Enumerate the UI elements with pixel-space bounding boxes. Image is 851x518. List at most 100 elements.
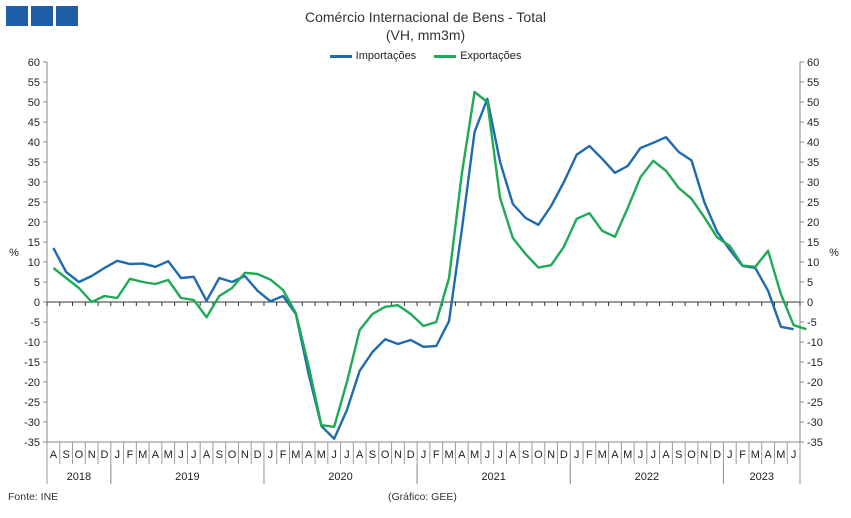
month-tick-label: N [547,449,555,461]
month-tick-label: M [164,449,173,461]
month-tick-label: J [114,449,120,461]
month-tick-label: A [50,449,58,461]
y-axis-label-right: % [829,247,839,259]
month-tick-label: N [394,449,402,461]
y-tick-label-right: -20 [807,377,823,389]
y-tick-label-left: 20 [28,217,40,229]
y-tick-label-right: 15 [807,237,819,249]
chart-plot-area [52,90,807,440]
month-tick-label: A [356,449,364,461]
y-tick-label-right: 40 [807,137,819,149]
month-tick-label: J [574,449,580,461]
month-tick-label: M [598,449,607,461]
y-tick-label-right: 45 [807,117,819,129]
logo-square [56,6,78,26]
month-tick-label: S [675,449,682,461]
y-tick-label-left: 35 [28,157,40,169]
month-tick-label: D [407,449,415,461]
y-tick-label-left: 55 [28,77,40,89]
month-tick-label: M [444,449,453,461]
year-label: 2018 [67,471,91,483]
y-tick-label-left: 15 [28,237,40,249]
y-tick-label-left: 40 [28,137,40,149]
legend-swatch-importacoes [329,54,352,58]
y-tick-label-right: -10 [807,337,823,349]
logo-square [6,6,28,26]
year-label: 2023 [749,471,773,483]
y-tick-label-left: -15 [24,357,40,369]
y-tick-label-left: 60 [28,57,40,69]
month-tick-label: J [485,449,491,461]
y-tick-label-left: 50 [28,97,40,109]
chart-axes: -35 -35 -30 -30 -25 -25 -20 -20 -15 -15 -10 -10 -5 -5… [24,57,823,484]
month-tick-label: D [254,449,262,461]
month-tick-label: O [687,449,696,461]
month-tick-label: J [497,449,503,461]
month-tick-label: A [764,449,772,461]
month-tick-label: M [751,449,760,461]
series-line-importacoes [52,97,794,440]
y-tick-label-right: 10 [807,257,819,269]
month-tick-label: D [100,449,108,461]
y-tick-label-left: -30 [24,417,40,429]
y-tick-label-left: 10 [28,257,40,269]
y-tick-label-left: 5 [34,277,40,289]
y-tick-label-left: -10 [24,337,40,349]
month-tick-label: N [88,449,96,461]
source-note: Fonte: INE [8,491,59,503]
year-label: 2021 [481,471,505,483]
month-tick-label: J [178,449,184,461]
month-tick-label: S [62,449,69,461]
month-tick-label: J [268,449,274,461]
month-tick-label: M [470,449,479,461]
month-tick-label: D [713,449,721,461]
month-tick-label: F [127,449,134,461]
y-tick-label-right: 30 [807,177,819,189]
month-tick-label: A [152,449,160,461]
y-tick-label-right: -5 [807,317,817,329]
month-tick-label: M [776,449,785,461]
month-tick-label: F [433,449,440,461]
month-tick-label: O [534,449,543,461]
month-tick-label: S [522,449,529,461]
y-tick-label-right: 25 [807,197,819,209]
y-tick-label-left: 45 [28,117,40,129]
y-tick-label-left: 0 [34,297,40,309]
month-tick-label: M [317,449,326,461]
y-tick-label-right: -30 [807,417,823,429]
series-line-exportacoes [52,90,807,428]
month-tick-label: N [241,449,249,461]
y-tick-label-right: 35 [807,157,819,169]
month-tick-label: A [509,449,517,461]
month-tick-label: D [560,449,568,461]
y-tick-label-right: 50 [807,97,819,109]
gee-logo [6,6,78,26]
chart-title: Comércio Internacional de Bens - Total [305,9,546,25]
legend-item-importacoes: Importações [329,50,417,62]
credit-note: (Gráfico: GEE) [388,491,457,503]
year-label: 2020 [328,471,352,483]
legend-item-exportacoes: Exportações [434,50,521,62]
month-tick-label: A [305,449,313,461]
y-tick-label-left: -5 [30,317,40,329]
month-tick-label: J [650,449,656,461]
legend-label-importacoes: Importações [355,50,417,62]
month-tick-label: F [739,449,746,461]
month-tick-label: J [421,449,427,461]
month-tick-label: O [228,449,237,461]
y-tick-label-right: 0 [807,297,813,309]
y-tick-label-left: -25 [24,397,40,409]
y-tick-label-left: -20 [24,377,40,389]
month-tick-label: N [700,449,708,461]
month-tick-label: F [586,449,593,461]
month-tick-label: J [344,449,350,461]
month-tick-label: J [727,449,733,461]
month-tick-label: A [203,449,211,461]
y-tick-label-right: -15 [807,357,823,369]
legend-swatch-exportacoes [434,54,457,58]
month-tick-label: M [138,449,147,461]
y-tick-label-right: -25 [807,397,823,409]
month-tick-label: J [791,449,797,461]
chart-legend: Importações Exportações [0,50,851,62]
